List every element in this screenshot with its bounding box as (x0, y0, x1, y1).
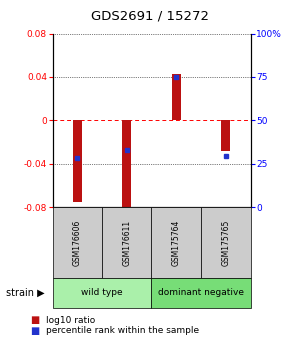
Text: percentile rank within the sample: percentile rank within the sample (46, 326, 200, 336)
Bar (73, 120, 82, 202)
Text: GSM175765: GSM175765 (221, 219, 230, 266)
Bar (122, 120, 131, 209)
Text: wild type: wild type (81, 289, 123, 297)
Text: strain ▶: strain ▶ (6, 288, 45, 298)
Text: dominant negative: dominant negative (158, 289, 244, 297)
Text: log10 ratio: log10 ratio (46, 316, 96, 325)
Text: ■: ■ (30, 315, 39, 325)
Text: ■: ■ (30, 326, 39, 336)
Bar (221, 120, 230, 151)
Text: GSM176606: GSM176606 (73, 219, 82, 266)
Text: GDS2691 / 15272: GDS2691 / 15272 (91, 10, 209, 22)
Bar (172, 74, 181, 120)
Text: GSM175764: GSM175764 (172, 219, 181, 266)
Text: GSM176611: GSM176611 (122, 219, 131, 266)
